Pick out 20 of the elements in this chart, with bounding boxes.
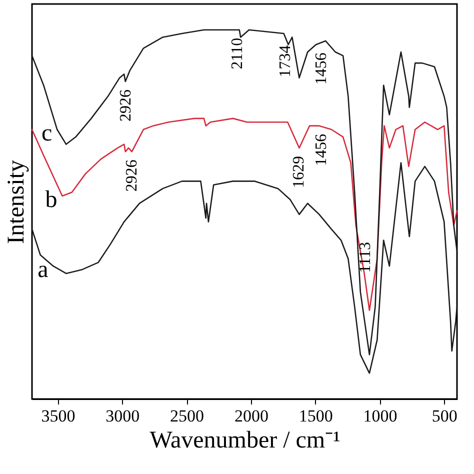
annotation: 1456 — [313, 52, 330, 85]
x-tick-label: 1500 — [298, 406, 333, 426]
series-label: a — [38, 257, 49, 284]
annotation: 2926 — [117, 90, 134, 122]
x-tick-label: 3500 — [41, 406, 76, 426]
series-label: c — [41, 120, 52, 147]
annotation: 1629 — [290, 156, 308, 188]
x-tick-label: 1000 — [363, 406, 398, 426]
x-tick-label: 2500 — [170, 406, 204, 426]
x-axis-title: Wavenumber / cm⁻¹ — [150, 428, 340, 454]
annotation: 1113 — [357, 242, 374, 273]
annotation: 1734 — [277, 45, 294, 78]
annotation: 2110 — [228, 38, 246, 70]
series-label: b — [45, 186, 58, 213]
x-tick-label: 500 — [432, 406, 458, 426]
x-tick-label: 3000 — [106, 406, 140, 426]
annotation: 1456 — [313, 134, 330, 166]
annotation: 2926 — [124, 160, 141, 192]
y-axis-title: Intensity — [4, 160, 30, 244]
x-tick-label: 2000 — [234, 406, 268, 426]
